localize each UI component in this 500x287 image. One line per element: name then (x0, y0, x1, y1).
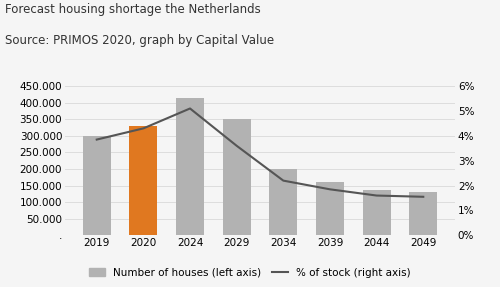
Bar (222, 119, 250, 235)
Text: Forecast housing shortage the Netherlands: Forecast housing shortage the Netherland… (5, 3, 261, 16)
Bar (270, 169, 297, 235)
Bar (82, 136, 110, 235)
Legend: Number of houses (left axis), % of stock (right axis): Number of houses (left axis), % of stock… (86, 263, 414, 282)
Bar (362, 190, 390, 235)
Bar (410, 191, 438, 235)
Bar (316, 182, 344, 235)
Text: Source: PRIMOS 2020, graph by Capital Value: Source: PRIMOS 2020, graph by Capital Va… (5, 34, 274, 47)
Bar (176, 98, 204, 235)
Bar (130, 126, 158, 235)
